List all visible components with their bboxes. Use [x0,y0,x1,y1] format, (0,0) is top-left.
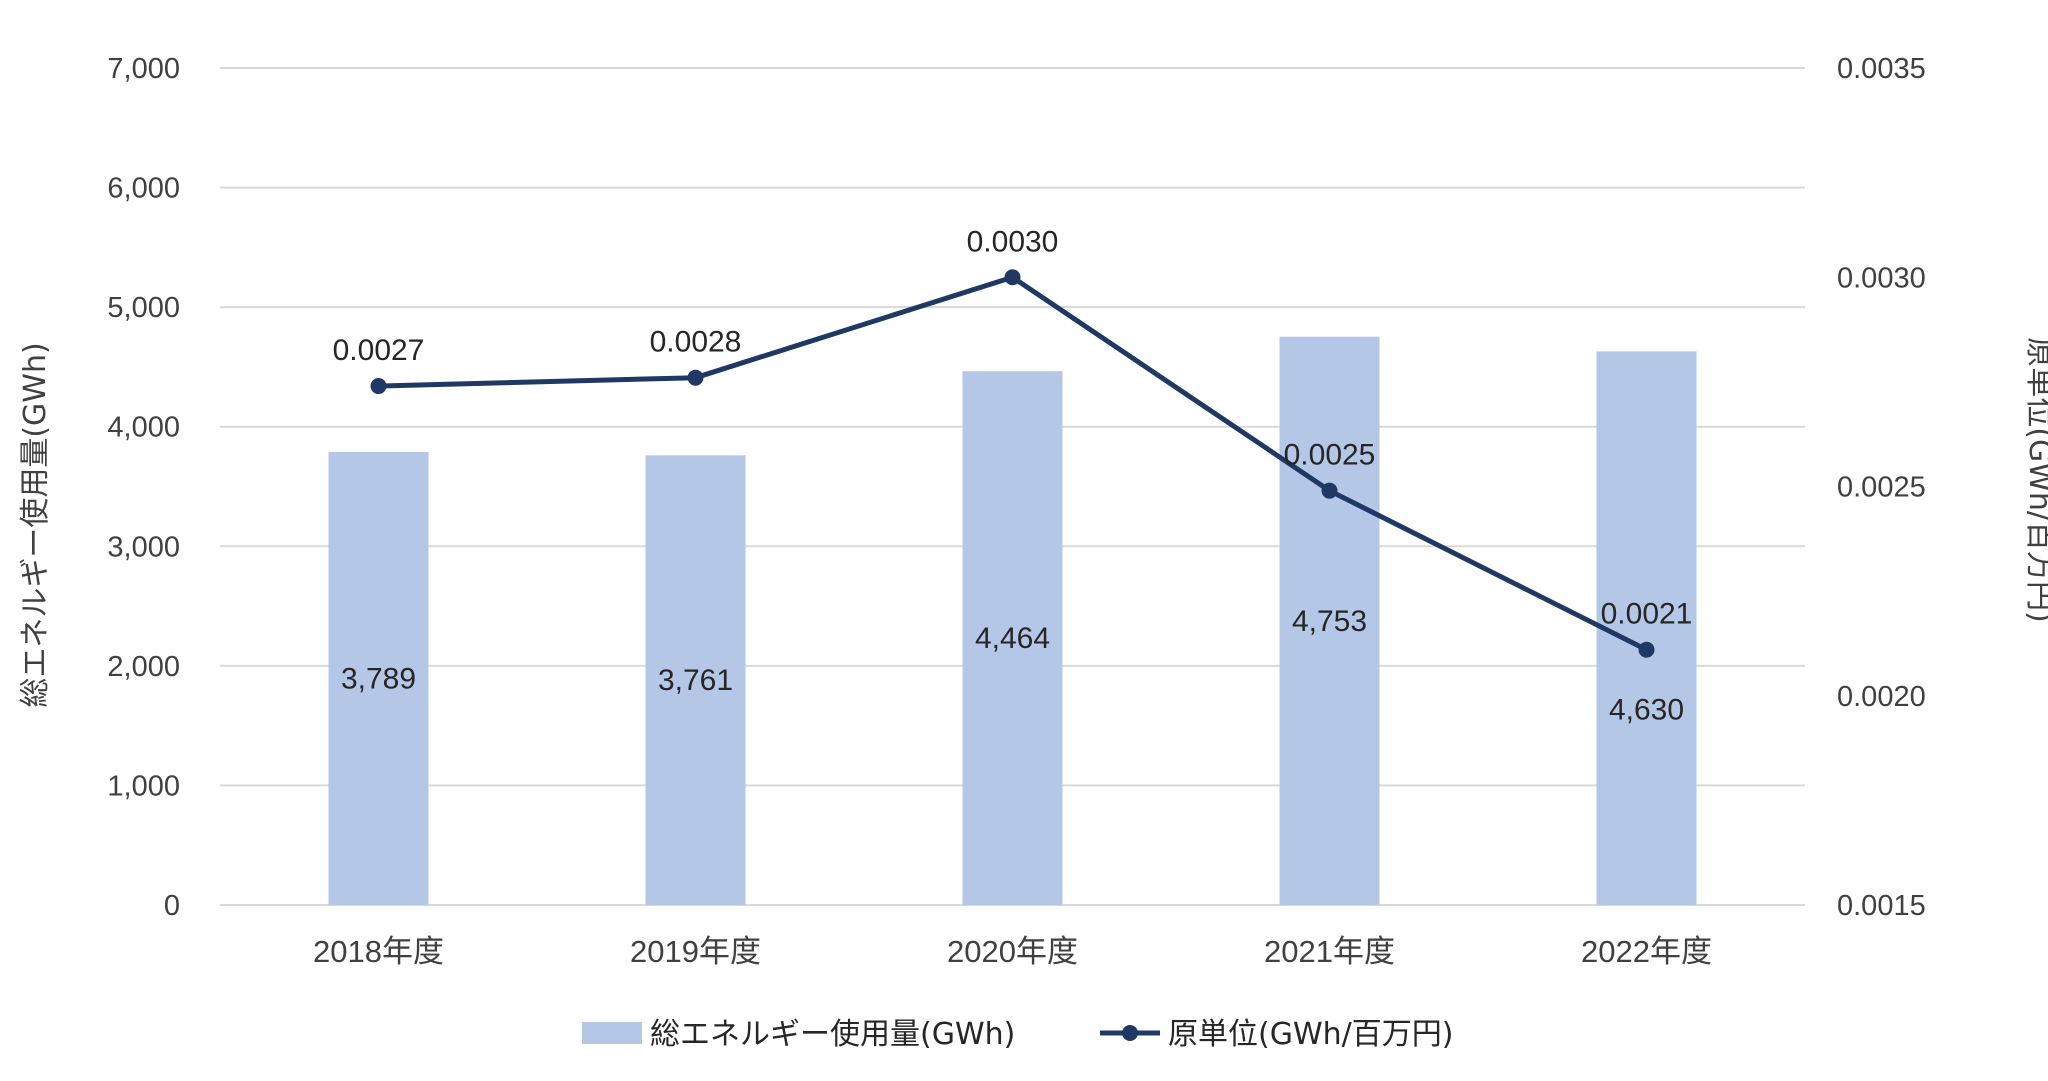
right-axis-title: 原単位(GWh/百万円) [2022,337,2048,622]
x-tick-label: 2019年度 [630,934,761,969]
y-tick-label: 0 [164,890,180,922]
bar-data-labels: 3,789 3,761 4,464 4,753 4,630 [341,605,1684,727]
line-series [370,269,1655,658]
x-tick-label: 2022年度 [1581,934,1712,969]
x-tick-label: 2018年度 [313,934,444,969]
bar-value-label: 4,753 [1292,605,1367,638]
left-axis-title: 総エネルギー使用量(GWh) [18,342,53,707]
y-tick-label: 4,000 [107,412,180,444]
y-tick-label: 7,000 [107,53,180,85]
line-point [1321,482,1338,499]
bar [1279,336,1380,905]
x-tick-label: 2020年度 [947,934,1078,969]
legend-bar-label: 総エネルギー使用量(GWh) [650,1017,1015,1052]
y2-tick-label: 0.0035 [1837,53,1926,85]
bar-series [328,336,1697,905]
legend-line-marker [1122,1025,1138,1041]
line-point [687,369,704,386]
y-tick-label: 5,000 [107,292,180,324]
x-tick-label: 2021年度 [1264,934,1395,969]
y2-tick-label: 0.0030 [1837,262,1926,294]
y-tick-label: 2,000 [107,651,180,683]
y2-tick-label: 0.0015 [1837,890,1926,922]
line-point [1004,269,1021,286]
bar [962,371,1063,905]
line-point [1638,641,1655,658]
line-value-label: 0.0030 [967,225,1059,258]
y2-tick-label: 0.0025 [1837,472,1926,504]
bar-value-label: 4,464 [975,622,1050,655]
right-axis-ticks: 0.0015 0.0020 0.0025 0.0030 0.0035 [1837,53,1926,922]
bar-value-label: 4,630 [1609,694,1684,727]
line-value-label: 0.0025 [1284,439,1376,472]
line-value-label: 0.0027 [333,334,425,367]
line-point [370,378,387,395]
y2-tick-label: 0.0020 [1837,681,1926,713]
bar [328,451,429,905]
line-data-labels: 0.0027 0.0028 0.0030 0.0025 0.0021 [333,225,1693,630]
line-value-label: 0.0021 [1601,598,1693,631]
legend: 総エネルギー使用量(GWh) 原単位(GWh/百万円) [582,1017,1453,1052]
bar-value-label: 3,789 [341,662,416,695]
legend-bar-swatch [582,1022,642,1044]
line-value-label: 0.0028 [650,326,742,359]
category-axis-ticks: 2018年度 2019年度 2020年度 2021年度 2022年度 [313,934,1712,969]
bar [645,455,746,905]
y-tick-label: 6,000 [107,173,180,205]
bar-value-label: 3,761 [658,664,733,697]
legend-line-label: 原単位(GWh/百万円) [1168,1017,1453,1052]
left-axis-ticks: 0 1,000 2,000 3,000 4,000 5,000 6,000 7,000 [107,53,180,922]
bar [1596,351,1697,905]
y-tick-label: 1,000 [107,770,180,802]
y-tick-label: 3,000 [107,531,180,563]
